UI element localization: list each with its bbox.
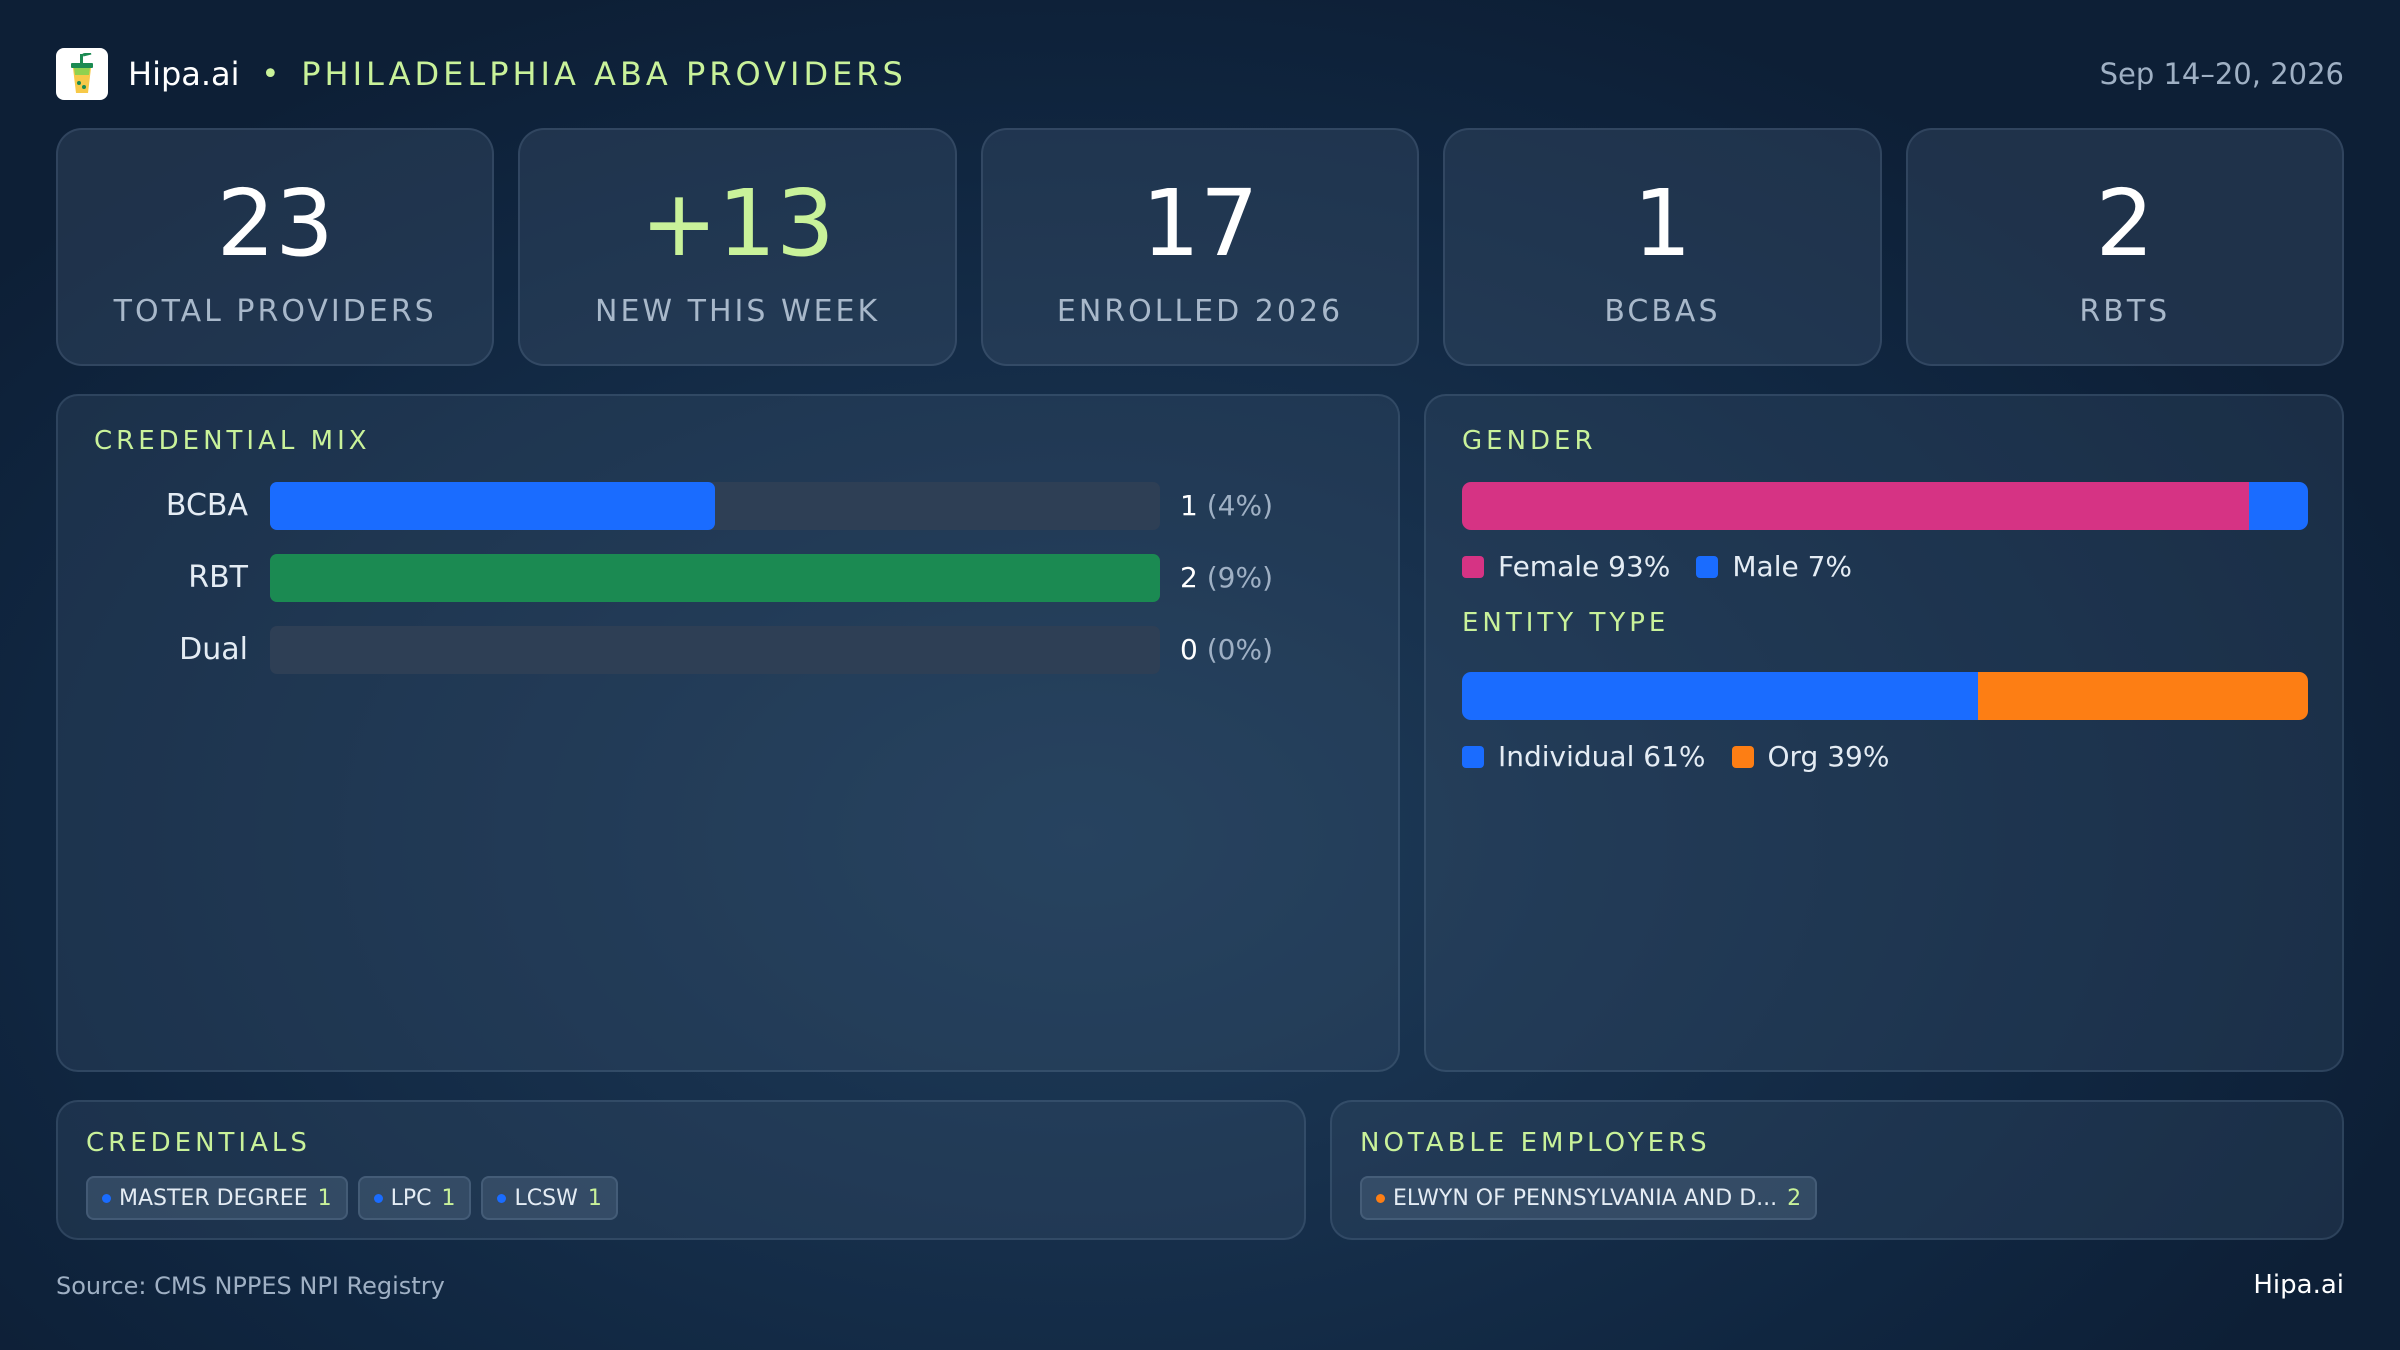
credential-chip: LPC 1 <box>357 1176 472 1220</box>
legend-swatch <box>1462 745 1484 768</box>
credential-bar-track <box>270 482 1160 530</box>
legend-label: Female 93% <box>1498 550 1671 583</box>
credential-row-dual: Dual 0 (0%) <box>94 626 1374 674</box>
gender-title: GENDER <box>1462 426 1597 456</box>
chip-label: ELWYN OF PENNSYLVANIA AND D... <box>1393 1185 1778 1211</box>
entity-type-stacked-bar <box>1462 672 2308 720</box>
legend-item-org: Org 39% <box>1731 740 1890 773</box>
notable-employers-panel: NOTABLE EMPLOYERS ELWYN OF PENNSYLVANIA … <box>1330 1100 2344 1240</box>
credential-chip: MASTER DEGREE 1 <box>86 1176 348 1220</box>
chip-label: LCSW <box>514 1185 578 1211</box>
credentials-panel: CREDENTIALS MASTER DEGREE 1 LPC 1 LCSW 1 <box>56 1100 1306 1240</box>
chip-count: 1 <box>317 1185 332 1211</box>
chip-label: MASTER DEGREE <box>119 1185 308 1211</box>
legend-item-male: Male 7% <box>1696 550 1852 583</box>
footer-brand: Hipa.ai <box>2253 1270 2344 1300</box>
chip-dot <box>102 1193 111 1203</box>
kpi-value: 1 <box>1633 170 1692 277</box>
legend-label: Male 7% <box>1732 550 1853 583</box>
credential-bar-fill <box>270 554 1160 602</box>
kpi-enrolled-2026: 17 ENROLLED 2026 <box>980 128 1420 366</box>
date-range: Sep 14–20, 2026 <box>2099 57 2344 91</box>
drink-cup-icon <box>71 53 93 93</box>
credential-row-value: 2 (9%) <box>1180 554 1273 602</box>
credential-row-rbt: RBT 2 (9%) <box>94 554 1374 602</box>
gender-legend: Female 93% Male 7% <box>1462 550 1852 583</box>
kpi-value: +13 <box>640 170 835 277</box>
entity-type-title: ENTITY TYPE <box>1462 608 1670 638</box>
employer-chip: ELWYN OF PENNSYLVANIA AND D... 2 <box>1360 1176 1818 1220</box>
credential-bar-track <box>270 554 1160 602</box>
stack-segment-0 <box>1462 482 2249 530</box>
chip-label: LPC <box>390 1185 432 1211</box>
header: Hipa.ai • PHILADELPHIA ABA PROVIDERS Sep… <box>56 46 2344 102</box>
page-title: PHILADELPHIA ABA PROVIDERS <box>301 55 907 93</box>
kpi-rbts: 2 RBTS <box>1905 128 2345 366</box>
kpi-value: 23 <box>216 170 334 277</box>
kpi-row: 23 TOTAL PROVIDERS +13 NEW THIS WEEK 17 … <box>56 128 2345 366</box>
stack-segment-1 <box>2248 482 2308 530</box>
gender-stacked-bar <box>1462 482 2308 530</box>
legend-item-individual: Individual 61% <box>1462 740 1706 773</box>
employers-chip-list: ELWYN OF PENNSYLVANIA AND D... 2 <box>1360 1176 1818 1220</box>
stack-segment-1 <box>1978 672 2308 720</box>
stack-segment-0 <box>1462 672 1979 720</box>
legend-label: Individual 61% <box>1498 740 1706 773</box>
kpi-new-this-week: +13 NEW THIS WEEK <box>518 128 957 366</box>
chip-count: 1 <box>587 1185 602 1211</box>
credential-row-label: Dual <box>179 632 248 667</box>
legend-item-female: Female 93% <box>1462 550 1670 583</box>
credential-row-label: BCBA <box>165 488 248 523</box>
chip-dot <box>1376 1193 1385 1203</box>
credential-count: 0 <box>1180 633 1198 666</box>
kpi-label: ENROLLED 2026 <box>1056 294 1344 329</box>
kpi-value: 2 <box>2095 170 2155 277</box>
credentials-chip-list: MASTER DEGREE 1 LPC 1 LCSW 1 <box>86 1176 618 1220</box>
data-source-note: Source: CMS NPPES NPI Registry <box>56 1272 445 1300</box>
legend-swatch <box>1462 555 1484 578</box>
legend-label: Org 39% <box>1767 740 1890 773</box>
chip-count: 2 <box>1787 1185 1802 1211</box>
kpi-bcbas: 1 BCBAS <box>1443 128 1882 366</box>
credential-mix-title: CREDENTIAL MIX <box>94 426 371 456</box>
credential-row-value: 0 (0%) <box>1180 626 1273 674</box>
title-separator: • <box>261 56 280 92</box>
chip-count: 1 <box>441 1185 456 1211</box>
entity-type-legend: Individual 61% Org 39% <box>1462 740 1889 773</box>
kpi-label: TOTAL PROVIDERS <box>113 294 437 329</box>
credential-mix-panel: CREDENTIAL MIX BCBA 1 (4%) RBT 2 (9%) Du… <box>56 394 1400 1072</box>
credential-row-label: RBT <box>188 560 248 595</box>
legend-swatch <box>1731 745 1754 768</box>
credential-count: 2 <box>1180 561 1198 594</box>
credential-percent: (4%) <box>1206 489 1274 522</box>
credential-bar-track <box>270 626 1160 674</box>
notable-employers-title: NOTABLE EMPLOYERS <box>1360 1128 1711 1158</box>
chip-dot <box>373 1193 383 1203</box>
credentials-title: CREDENTIALS <box>86 1128 311 1158</box>
credential-bar-fill <box>270 482 715 530</box>
credential-percent: (0%) <box>1206 633 1274 666</box>
credential-row-bcba: BCBA 1 (4%) <box>94 482 1374 530</box>
credential-row-value: 1 (4%) <box>1180 482 1273 530</box>
credential-percent: (9%) <box>1206 561 1274 594</box>
logo <box>56 48 108 100</box>
demographics-panel: GENDER Female 93% Male 7% ENTITY TYPE In… <box>1424 394 2344 1072</box>
credential-chip: LCSW 1 <box>481 1176 618 1220</box>
chip-dot <box>497 1193 507 1203</box>
legend-swatch <box>1696 555 1719 578</box>
kpi-total-providers: 23 TOTAL PROVIDERS <box>56 128 495 366</box>
kpi-label: BCBAS <box>1604 294 1721 329</box>
kpi-value: 17 <box>1141 170 1259 277</box>
kpi-label: RBTS <box>2079 294 2171 329</box>
credential-count: 1 <box>1180 489 1198 522</box>
brand-name: Hipa.ai <box>128 55 240 93</box>
kpi-label: NEW THIS WEEK <box>595 294 881 329</box>
